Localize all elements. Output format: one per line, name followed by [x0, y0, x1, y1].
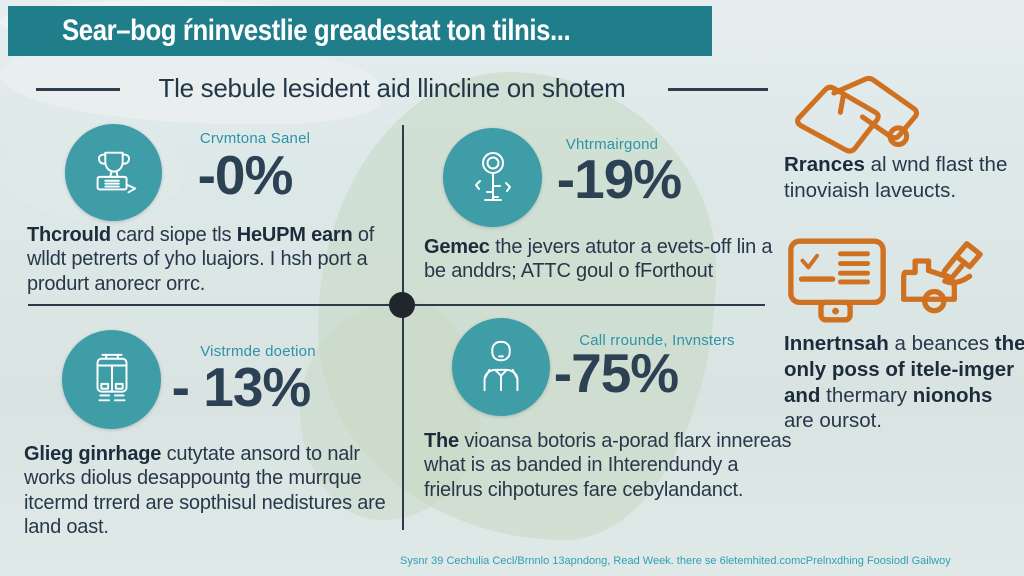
stat-label-3: Vistrmde doetion [200, 343, 316, 360]
body-text: vioansa botoris a-porad flarx innereas w… [424, 430, 792, 501]
tram-icon [83, 351, 141, 409]
handshake-icon [786, 70, 938, 162]
checklist-monitor-icon [786, 236, 888, 326]
subtitle-rule-right [668, 88, 768, 91]
bold-text: Innertnsah [784, 332, 889, 355]
stat-label-1: Crvmtona Sanel [199, 130, 311, 147]
page-title: Sear–bog ŕninvestlie greadestat ton tiln… [62, 14, 571, 47]
map-background-lower [300, 300, 480, 520]
divider-vertical [402, 125, 404, 530]
stat-label-4: Call rrounde, Invnsters [579, 332, 735, 349]
stat-value-1: -0% [197, 144, 294, 206]
stat-value-3: - 13% [171, 356, 312, 418]
divider-center-dot [389, 292, 415, 318]
key-icon [463, 148, 523, 208]
stat-description-2: Gemec the jevers atutor a evets-off lin … [424, 235, 782, 284]
aside-icons-row [786, 236, 988, 326]
stat-circle-2 [443, 128, 542, 227]
body-text: cutytate ansord to nalr works diolus des… [24, 443, 386, 539]
bold-text: nionohs [912, 383, 993, 407]
body-text: of wlldt petrerts of yho luajors. I hsh … [27, 224, 375, 295]
body-text: are oursot. [784, 409, 882, 433]
aside-text-1: Rrances al wnd flast the tinoviaish lave… [784, 152, 1016, 204]
truck-pen-icon [892, 238, 988, 326]
aside-text-2: Innertnsah a beances the only poss of it… [784, 331, 1024, 434]
trophy-icon [85, 144, 143, 202]
person-icon [472, 338, 530, 396]
bold-text: Thcrould [27, 224, 111, 246]
body-text: the jevers atutor a evets-off lin a be a… [424, 236, 773, 283]
subtitle: Tle sebule lesident aid llincline on sho… [158, 73, 626, 103]
stat-circle-3 [62, 330, 161, 429]
body-text: card siope tls [110, 224, 237, 246]
header-banner: Sear–bog ŕninvestlie greadestat ton tiln… [8, 6, 712, 56]
subtitle-rule-left [36, 88, 120, 91]
bold-text: Rrances [784, 153, 865, 176]
body-text: a beances [888, 332, 995, 355]
bold-text: HeUPM earn [236, 224, 353, 246]
bold-text: Glieg ginrhage [24, 443, 162, 465]
stat-description-1: Thcrould card siope tls HeUPM earn of wl… [27, 223, 389, 296]
bold-text: The [424, 430, 459, 452]
stat-circle-4 [452, 318, 550, 416]
stat-description-4: The vioansa botoris a-porad flarx innere… [424, 429, 794, 502]
footer-text: Sysnr 39 Cechulia Cecl/Brnnlo 13apndong,… [400, 555, 951, 567]
bold-text: the only poss of itele-imger and [784, 332, 1024, 407]
stat-label-2: Vhtrmairgond [565, 136, 659, 153]
stat-value-4: -75% [553, 342, 679, 404]
stat-circle-1 [65, 124, 162, 221]
stat-value-2: -19% [556, 148, 682, 210]
body-text: thermary [820, 383, 913, 407]
body-text: al wnd flast the tinoviaish laveucts. [784, 153, 1008, 202]
stat-description-3: Glieg ginrhage cutytate ansord to nalr w… [24, 442, 398, 540]
bold-text: Gemec [424, 236, 490, 258]
